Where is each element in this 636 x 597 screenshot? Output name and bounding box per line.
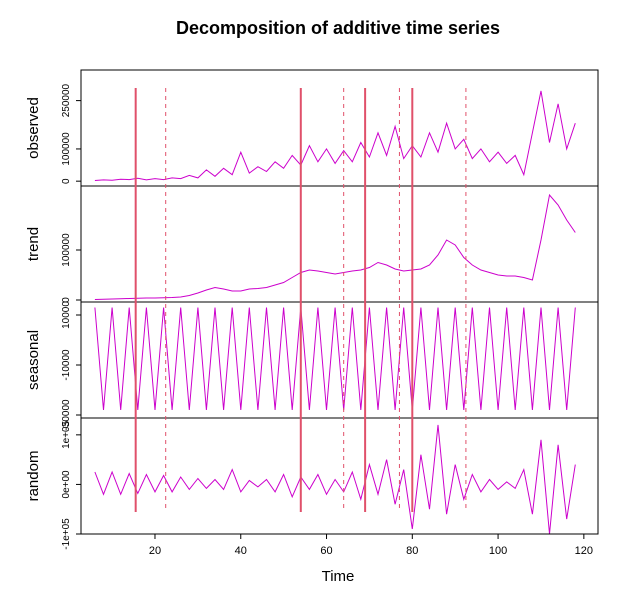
y-tick-label: -1e+05 xyxy=(61,518,72,550)
x-tick-label: 40 xyxy=(235,545,247,557)
series-line xyxy=(94,307,576,411)
series-line xyxy=(94,193,576,300)
y-tick-label: 10000 xyxy=(61,301,72,329)
y-tick-label: 250000 xyxy=(61,83,72,117)
y-tick-label: -30000 xyxy=(61,399,72,431)
y-axis-label: random xyxy=(25,451,42,502)
y-tick-label: 100000 xyxy=(61,233,72,267)
y-tick-label: 0e+00 xyxy=(61,470,72,499)
y-axis-label: observed xyxy=(25,97,42,159)
panel-frame xyxy=(80,69,599,187)
x-tick-label: 20 xyxy=(149,545,161,557)
series-line xyxy=(94,424,576,535)
chart-title: Decomposition of additive time series xyxy=(176,18,500,38)
series-line xyxy=(94,90,576,181)
y-tick-label: 100000 xyxy=(61,132,72,166)
x-tick-label: 60 xyxy=(320,545,332,557)
y-tick-label: 1e+05 xyxy=(61,420,72,449)
panel-frame xyxy=(80,185,599,303)
x-tick-label: 120 xyxy=(575,545,593,557)
x-axis-label: Time xyxy=(322,568,355,585)
y-tick-label: -10000 xyxy=(61,349,72,381)
x-tick-label: 100 xyxy=(489,545,507,557)
y-tick-label: 0 xyxy=(61,178,72,184)
y-axis-label: seasonal xyxy=(25,330,42,390)
x-tick-label: 80 xyxy=(406,545,418,557)
y-tick-label: 0 xyxy=(61,297,72,303)
y-axis-label: trend xyxy=(25,227,42,261)
